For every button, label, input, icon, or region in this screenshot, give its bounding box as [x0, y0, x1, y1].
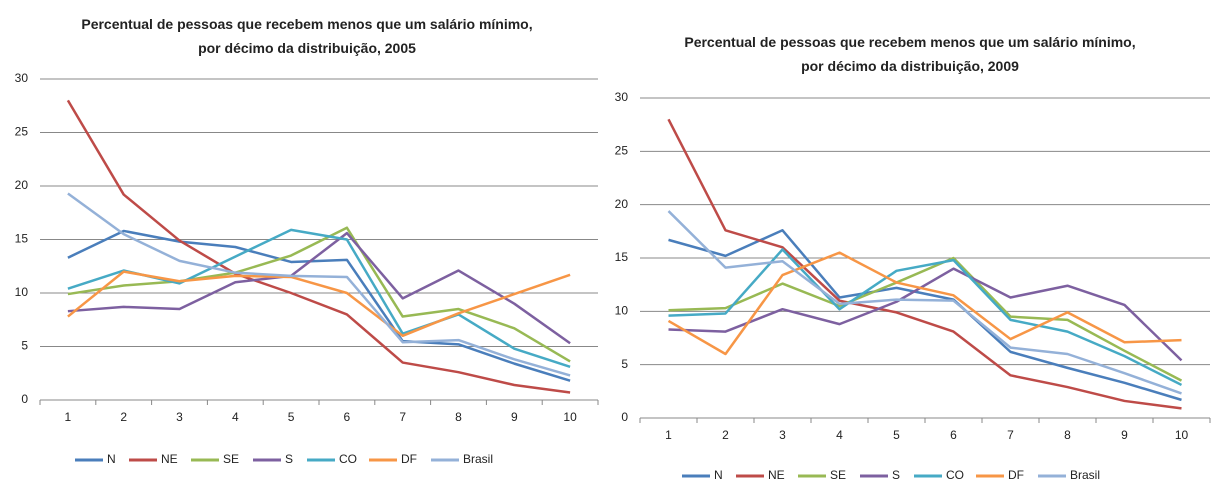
y-tick-label: 25 [15, 125, 29, 139]
series-line [66, 99, 571, 394]
x-tick-label: 9 [511, 410, 518, 424]
y-tick-label: 0 [21, 392, 28, 406]
chart-title: Percentual de pessoas que recebem menos … [684, 34, 1136, 74]
legend-label: NE [161, 452, 178, 466]
chart: 0 5 10 15 20 25 30 1 2 3 4 5 6 7 8 9 10 N NE SE S CO DF Brasil [15, 71, 599, 466]
series-line [668, 229, 1182, 402]
legend-label: DF [1008, 468, 1024, 482]
y-tick-label: 30 [15, 71, 29, 85]
series-line [667, 210, 1182, 395]
y-tick-label: 30 [615, 90, 629, 104]
legend-label: CO [339, 452, 357, 466]
series-line [67, 231, 571, 345]
x-tick-label: 7 [399, 410, 406, 424]
series-line [668, 256, 1183, 382]
legend-label: NE [768, 468, 785, 482]
y-tick-label: 25 [615, 144, 629, 158]
x-tick-label: 8 [455, 410, 462, 424]
legend-label: S [892, 468, 900, 482]
y-tick-label: 20 [15, 178, 29, 192]
x-tick-label: 7 [1007, 428, 1014, 442]
legend-label: S [285, 452, 293, 466]
x-tick-label: 1 [665, 428, 672, 442]
y-tick-label: 10 [15, 285, 29, 299]
chart: 0 5 10 15 20 25 30 1 2 3 4 5 6 7 8 9 10 N NE SE S CO DF Brasil [615, 90, 1211, 482]
series-line [667, 251, 1182, 356]
x-tick-label: 8 [1064, 428, 1071, 442]
x-tick-label: 10 [1175, 428, 1189, 442]
legend-label: Brasil [1070, 468, 1100, 482]
x-tick-label: 5 [893, 428, 900, 442]
legend-label: DF [401, 452, 417, 466]
legend-label: SE [223, 452, 239, 466]
x-tick-label: 6 [950, 428, 957, 442]
x-tick-label: 6 [344, 410, 351, 424]
x-tick-label: 9 [1121, 428, 1128, 442]
legend-label: CO [946, 468, 964, 482]
y-tick-label: 5 [21, 339, 28, 353]
y-tick-label: 5 [621, 357, 628, 371]
y-tick-label: 10 [615, 304, 629, 318]
y-tick-label: 20 [615, 197, 629, 211]
x-tick-label: 10 [563, 410, 577, 424]
x-tick-label: 2 [722, 428, 729, 442]
series-line [67, 192, 571, 377]
series-line [67, 229, 571, 382]
x-tick-label: 5 [288, 410, 295, 424]
x-tick-label: 4 [232, 410, 239, 424]
y-tick-label: 0 [621, 410, 628, 424]
y-tick-label: 15 [15, 232, 29, 246]
chart-title: Percentual de pessoas que recebem menos … [81, 16, 533, 56]
series-line [668, 248, 1183, 387]
legend-label: SE [830, 468, 846, 482]
x-tick-label: 3 [779, 428, 786, 442]
x-tick-label: 2 [120, 410, 127, 424]
series-line [668, 267, 1183, 362]
series-line [667, 118, 1182, 410]
x-tick-label: 4 [836, 428, 843, 442]
y-tick-label: 15 [615, 250, 629, 264]
series-line [67, 226, 571, 363]
x-tick-label: 1 [65, 410, 72, 424]
series-line [67, 270, 571, 338]
x-tick-label: 3 [176, 410, 183, 424]
legend-label: N [714, 468, 723, 482]
legend-label: N [107, 452, 116, 466]
legend-label: Brasil [463, 452, 493, 466]
